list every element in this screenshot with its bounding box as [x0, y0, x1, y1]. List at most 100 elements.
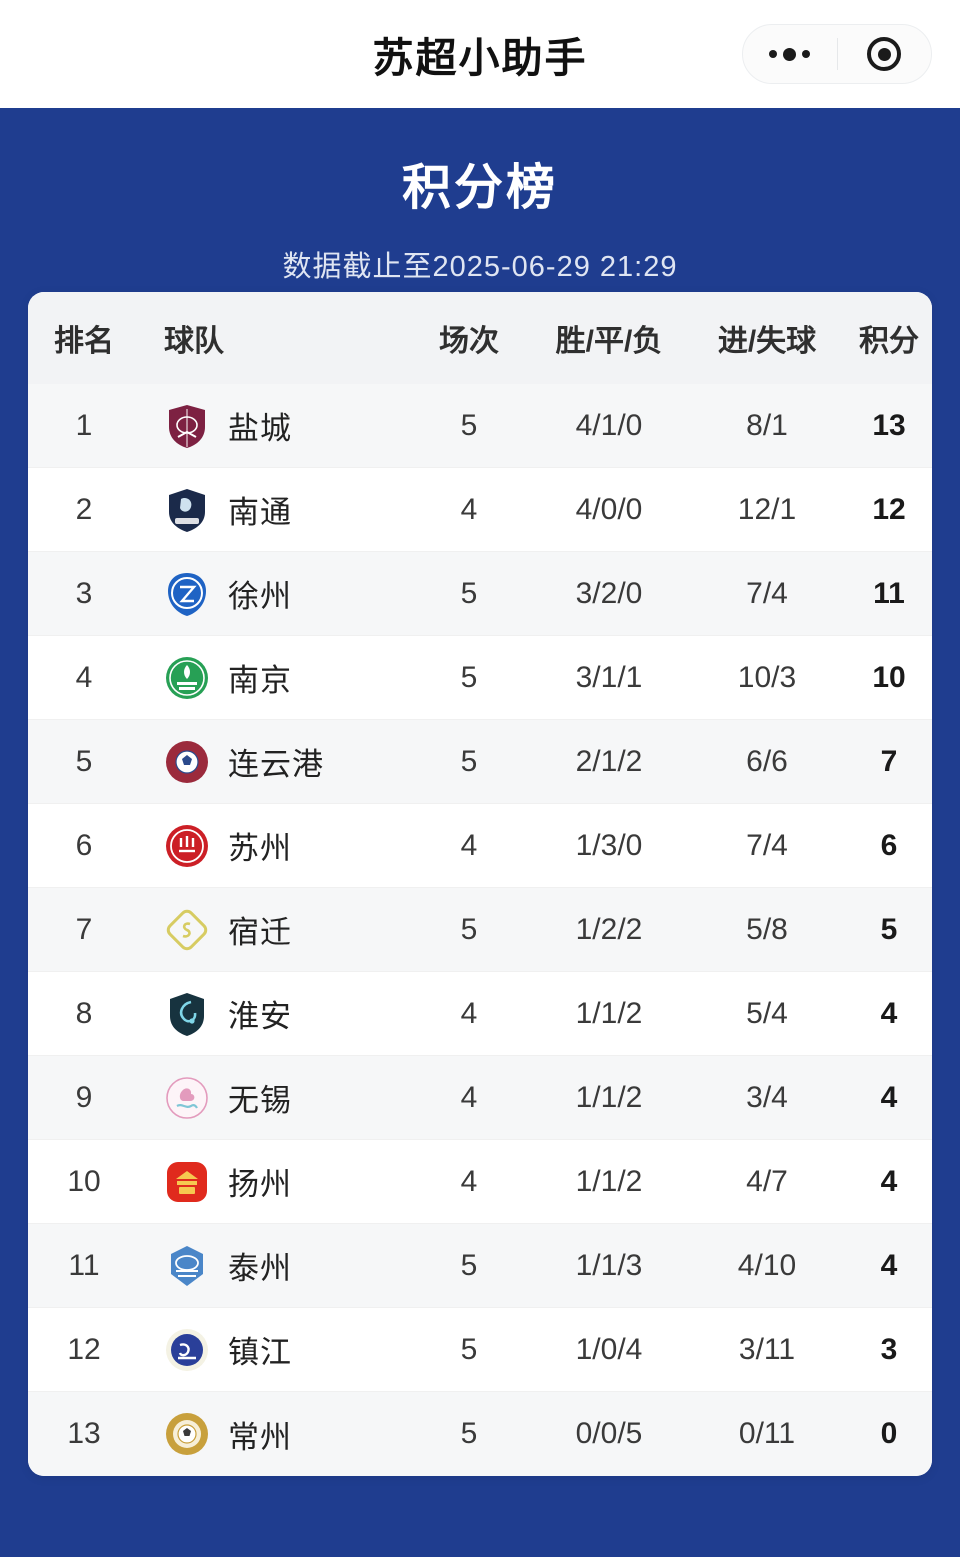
header-goals: 进/失球	[717, 325, 817, 358]
row-team-name: 泰州	[228, 1251, 292, 1286]
table-row[interactable]: 4 南京 5 3/1/1 10/3 10	[28, 636, 932, 720]
row-wdl: 1/0/4	[575, 1332, 643, 1366]
row-played: 5	[460, 1417, 478, 1450]
nanjing-logo	[164, 655, 210, 701]
row-played: 5	[460, 408, 478, 442]
header-played: 场次	[439, 325, 499, 358]
table-body: 1 盐城 5 4/1/0 8/1 13 2 南通 4 4/0/0 12/1 12 3 徐州 5 3/2/0 7/…	[28, 384, 932, 1476]
header-team: 球队	[164, 325, 224, 358]
row-wdl: 2/1/2	[575, 744, 643, 778]
table-row[interactable]: 13 常州 5 0/0/5 0/11 0	[28, 1392, 932, 1476]
suzhou-logo	[164, 823, 210, 869]
table-row[interactable]: 1 盐城 5 4/1/0 8/1 13	[28, 384, 932, 468]
table-header-row: 排名 球队 场次 胜/平/负 进/失球 积分	[28, 292, 932, 384]
table-row[interactable]: 11 泰州 5 1/1/3 4/10 4	[28, 1224, 932, 1308]
row-wdl: 3/2/0	[575, 576, 643, 610]
row-rank: 5	[75, 744, 93, 778]
row-team-name: 常州	[228, 1419, 292, 1455]
standings-title: 积分榜	[401, 161, 558, 215]
row-points: 5	[880, 912, 898, 946]
row-team-name: 南通	[228, 495, 292, 530]
table-row[interactable]: 3 徐州 5 3/2/0 7/4 11	[28, 552, 932, 636]
row-played: 5	[460, 1248, 478, 1282]
nantong-logo	[164, 487, 210, 533]
row-rank: 4	[75, 660, 93, 694]
wechat-capsule-bar	[742, 24, 932, 84]
row-wdl: 4/0/0	[575, 492, 643, 526]
xuzhou-logo	[164, 571, 210, 617]
row-points: 4	[880, 1164, 898, 1198]
navigation-bar: 苏超小助手	[0, 0, 960, 108]
table-row[interactable]: 12 镇江 5 1/0/4 3/11 3	[28, 1308, 932, 1392]
row-rank: 11	[68, 1248, 100, 1282]
changzhou-logo	[164, 1411, 210, 1457]
row-points: 12	[872, 492, 906, 526]
table-row[interactable]: 9 无锡 4 1/1/2 3/4 4	[28, 1056, 932, 1140]
table-row[interactable]: 2 南通 4 4/0/0 12/1 12	[28, 468, 932, 552]
row-points: 6	[880, 828, 898, 862]
row-team-name: 无锡	[228, 1083, 292, 1118]
row-points: 11	[873, 576, 905, 610]
row-rank: 12	[67, 1332, 101, 1366]
row-team-name: 淮安	[228, 999, 292, 1034]
row-wdl: 1/2/2	[575, 912, 643, 946]
row-team-name: 徐州	[228, 579, 292, 614]
page-title: 苏超小助手	[372, 35, 588, 81]
row-team-name: 苏州	[228, 831, 292, 866]
huaian-logo	[164, 991, 210, 1037]
row-played: 5	[460, 912, 478, 946]
suqian-logo	[164, 907, 210, 953]
row-wdl: 4/1/0	[575, 408, 643, 442]
row-wdl: 1/1/2	[575, 1080, 643, 1114]
row-goals: 5/4	[746, 996, 788, 1030]
table-row[interactable]: 8 淮安 4 1/1/2 5/4 4	[28, 972, 932, 1056]
row-played: 4	[460, 996, 478, 1030]
table-row[interactable]: 7 宿迁 5 1/2/2 5/8 5	[28, 888, 932, 972]
row-goals: 10/3	[737, 660, 797, 694]
taizhou-logo	[164, 1243, 210, 1289]
yangzhou-logo	[164, 1159, 210, 1205]
row-played: 4	[460, 828, 478, 862]
row-played: 4	[460, 1080, 478, 1114]
row-rank: 8	[75, 996, 93, 1030]
lianyungang-logo	[164, 739, 210, 785]
row-points: 4	[880, 996, 898, 1030]
header-wdl: 胜/平/负	[555, 325, 663, 358]
target-circle-icon	[867, 37, 902, 71]
row-rank: 9	[75, 1080, 93, 1114]
row-team-name: 扬州	[228, 1167, 292, 1202]
row-points: 4	[880, 1248, 898, 1282]
row-goals: 7/4	[746, 576, 788, 610]
more-button[interactable]	[743, 25, 837, 83]
row-team-name: 连云港	[228, 747, 324, 782]
row-wdl: 1/1/2	[575, 1164, 643, 1198]
table-row[interactable]: 10 扬州 4 1/1/2 4/7 4	[28, 1140, 932, 1224]
header-rank: 排名	[54, 325, 114, 358]
row-points: 13	[872, 408, 906, 442]
row-played: 5	[460, 1332, 478, 1366]
zhenjiang-logo	[164, 1327, 210, 1373]
row-points: 7	[880, 744, 898, 778]
close-button[interactable]	[838, 25, 932, 83]
standings-card: 排名 球队 场次 胜/平/负 进/失球 积分 1 盐城 5 4/1/0 8/1 13 2 南通…	[28, 292, 932, 1476]
row-rank: 6	[75, 828, 93, 862]
table-row[interactable]: 6 苏州 4 1/3/0 7/4 6	[28, 804, 932, 888]
capsule-divider	[836, 38, 838, 70]
row-wdl: 0/0/5	[575, 1417, 643, 1450]
row-played: 5	[460, 660, 478, 694]
row-team-name: 南京	[228, 663, 292, 698]
row-points: 10	[872, 660, 906, 694]
yancheng-logo	[164, 403, 210, 449]
header-points: 积分	[859, 325, 919, 358]
row-rank: 7	[75, 912, 93, 946]
more-dots-icon	[769, 47, 811, 61]
row-points: 4	[880, 1080, 898, 1114]
row-rank: 1	[75, 408, 93, 442]
row-played: 4	[460, 1164, 478, 1198]
row-goals: 8/1	[746, 408, 788, 442]
row-rank: 10	[67, 1164, 101, 1198]
row-wdl: 1/1/2	[575, 996, 643, 1030]
table-row[interactable]: 5 连云港 5 2/1/2 6/6 7	[28, 720, 932, 804]
row-goals: 4/7	[746, 1164, 788, 1198]
